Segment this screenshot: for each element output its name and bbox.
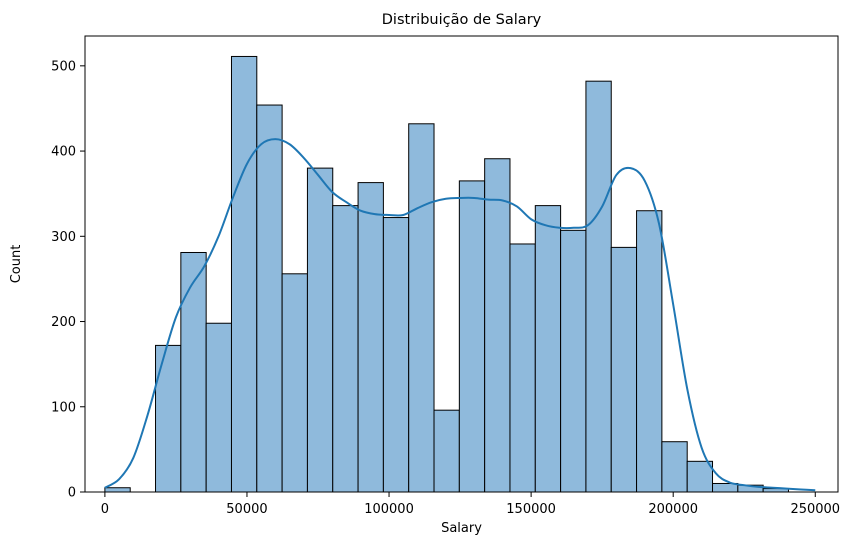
histogram-bar	[357, 182, 384, 493]
histogram-bar	[686, 460, 714, 493]
y-tick-label: 100	[51, 400, 76, 415]
histogram-bar	[610, 246, 638, 493]
histogram-bar	[281, 273, 308, 493]
histogram-bar	[458, 180, 486, 493]
histogram-bar	[205, 322, 232, 493]
histogram-bar	[155, 344, 182, 493]
histogram-bar	[534, 205, 562, 493]
y-tick-label: 500	[51, 59, 76, 74]
histogram-bar	[509, 243, 536, 493]
x-tick-label: 50000	[226, 502, 267, 517]
histogram-bars	[104, 55, 789, 493]
histogram-bar	[484, 158, 511, 493]
x-tick-label: 100000	[364, 502, 414, 517]
histogram-bar	[585, 80, 612, 493]
histogram-bar	[180, 251, 207, 493]
x-axis-label: Salary	[441, 521, 482, 536]
y-tick-label: 200	[51, 315, 76, 330]
x-tick-label: 250000	[790, 502, 840, 517]
y-tick-label: 0	[68, 486, 76, 501]
x-axis: 0 50000 100000 150000 200000 250000	[101, 492, 840, 517]
histogram-bar	[408, 123, 435, 493]
histogram-bar	[661, 441, 688, 493]
x-tick-label: 200000	[648, 502, 698, 517]
histogram-bar	[256, 104, 283, 493]
histogram-bar	[433, 409, 460, 493]
plot-frame	[84, 35, 839, 493]
histogram-bar	[230, 55, 258, 493]
y-axis-label: Count	[9, 245, 24, 284]
y-tick-label: 300	[51, 230, 76, 245]
histogram-bar	[560, 229, 587, 493]
histogram-bar	[382, 217, 410, 493]
histogram-bar	[332, 205, 359, 493]
x-tick-label: 150000	[506, 502, 556, 517]
histogram-bar	[306, 167, 334, 493]
y-tick-label: 400	[51, 145, 76, 160]
x-tick-label: 0	[101, 502, 109, 517]
chart-title: Distribuição de Salary	[382, 12, 542, 28]
kde-line	[104, 138, 816, 492]
y-axis: 0 100 200 300 400 500	[51, 59, 85, 501]
histogram-bar	[636, 210, 663, 493]
histogram-bar	[104, 487, 131, 493]
